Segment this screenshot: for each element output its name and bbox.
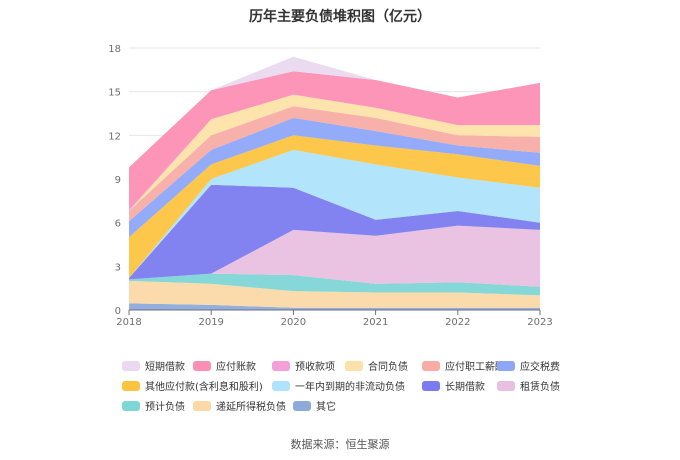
area-series-11[interactable] xyxy=(129,71,540,210)
stacked-area-plot: 0 3 6 9 12 15 18 2018 2019 2020 2021 2022 2023 xyxy=(108,44,552,328)
x-tick-label: 2020 xyxy=(281,317,306,328)
legend-label: 应交税费 xyxy=(520,362,560,373)
legend-swatch xyxy=(193,400,211,411)
area-series-0[interactable] xyxy=(129,303,540,310)
legend-label: 递延所得税负债 xyxy=(216,402,286,413)
legend-label: 一年内到期的非流动负债 xyxy=(295,382,405,393)
x-tick-label: 2019 xyxy=(198,317,223,328)
y-tick-label: 15 xyxy=(108,88,121,99)
area-series-8[interactable] xyxy=(129,106,540,222)
area-series-1[interactable] xyxy=(129,280,540,308)
legend-label: 预计负债 xyxy=(145,402,185,413)
area-series-9[interactable] xyxy=(129,94,540,211)
legend-item[interactable]: 应付职工薪酬 xyxy=(422,358,505,373)
legend-label: 应付职工薪酬 xyxy=(445,362,505,373)
legend-item[interactable]: 递延所得税负债 xyxy=(193,398,286,413)
area-series-7[interactable] xyxy=(129,117,540,238)
legend-swatch xyxy=(193,360,211,371)
legend-label: 预收款项 xyxy=(295,362,335,373)
area-series-6[interactable] xyxy=(129,135,540,278)
legend-item[interactable]: 应交税费 xyxy=(497,358,560,373)
legend-label: 其他应付款(含利息和股利) xyxy=(145,382,263,393)
legend-swatch xyxy=(122,400,140,411)
legend-item[interactable]: 合同负债 xyxy=(345,358,408,373)
legend-item[interactable]: 租赁负债 xyxy=(497,378,560,393)
y-tick-label: 0 xyxy=(115,306,121,317)
legend-label: 其它 xyxy=(316,402,336,413)
area-series-4[interactable] xyxy=(129,184,540,280)
area-series-3[interactable] xyxy=(129,225,540,287)
x-tick-label: 2023 xyxy=(527,317,552,328)
legend-label: 租赁负债 xyxy=(520,382,560,393)
legend-swatch xyxy=(497,380,515,391)
legend-label: 短期借款 xyxy=(145,362,185,373)
legend-label: 应付账款 xyxy=(216,362,256,373)
legend-item[interactable]: 其它 xyxy=(293,398,336,413)
area-series-12[interactable] xyxy=(129,56,540,168)
legend-swatch xyxy=(497,360,515,371)
legend-swatch xyxy=(422,360,440,371)
legend-swatch xyxy=(422,380,440,391)
chart-title: 历年主要负债堆积图（亿元） xyxy=(249,9,431,25)
legend-item[interactable]: 短期借款 xyxy=(122,358,185,373)
legend-item[interactable]: 长期借款 xyxy=(422,378,485,393)
y-tick-label: 6 xyxy=(115,219,121,230)
legend-swatch xyxy=(293,400,311,411)
legend-item[interactable]: 预收款项 xyxy=(272,358,335,373)
legend-label: 合同负债 xyxy=(368,362,408,373)
legend-item[interactable]: 一年内到期的非流动负债 xyxy=(272,378,405,393)
x-tick-label: 2018 xyxy=(116,317,141,328)
legend-label: 长期借款 xyxy=(445,382,485,393)
legend-swatch xyxy=(122,380,140,391)
area-series-5[interactable] xyxy=(129,149,540,278)
legend-item[interactable]: 应付账款 xyxy=(193,358,256,373)
legend-swatch xyxy=(345,360,363,371)
y-tick-label: 9 xyxy=(115,175,121,186)
legend-swatch xyxy=(122,360,140,371)
legend-item[interactable]: 预计负债 xyxy=(122,398,185,413)
data-source: 数据来源：恒生聚源 xyxy=(290,438,390,451)
legend-swatch xyxy=(272,360,290,371)
x-tick-label: 2022 xyxy=(445,317,470,328)
y-tick-label: 18 xyxy=(108,44,121,55)
x-tick-label: 2021 xyxy=(363,317,388,328)
y-tick-label: 3 xyxy=(115,262,121,273)
legend-swatch xyxy=(272,380,290,391)
legend-item[interactable]: 其他应付款(含利息和股利) xyxy=(122,378,263,393)
area-series-2[interactable] xyxy=(129,273,540,296)
y-tick-label: 12 xyxy=(108,131,121,142)
